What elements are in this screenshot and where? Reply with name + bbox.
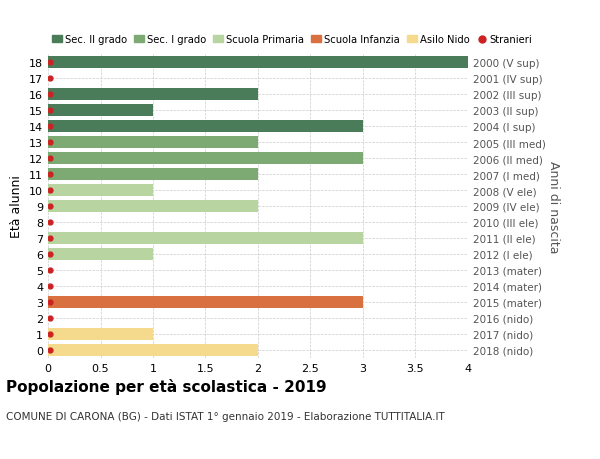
Bar — [48, 296, 363, 308]
Text: Popolazione per età scolastica - 2019: Popolazione per età scolastica - 2019 — [6, 379, 326, 395]
Y-axis label: Anni di nascita: Anni di nascita — [547, 160, 560, 253]
Bar — [48, 201, 258, 213]
Bar — [48, 137, 258, 149]
Bar — [48, 328, 153, 340]
Bar — [48, 344, 258, 356]
Bar — [48, 121, 363, 133]
Bar — [48, 248, 153, 260]
Text: COMUNE DI CARONA (BG) - Dati ISTAT 1° gennaio 2019 - Elaborazione TUTTITALIA.IT: COMUNE DI CARONA (BG) - Dati ISTAT 1° ge… — [6, 411, 445, 421]
Bar — [48, 168, 258, 181]
Bar — [48, 153, 363, 165]
Bar — [48, 232, 363, 244]
Bar — [48, 105, 153, 117]
Bar — [48, 185, 153, 196]
Legend: Sec. II grado, Sec. I grado, Scuola Primaria, Scuola Infanzia, Asilo Nido, Stran: Sec. II grado, Sec. I grado, Scuola Prim… — [48, 31, 536, 49]
Bar — [48, 57, 468, 69]
Bar — [48, 89, 258, 101]
Y-axis label: Età alunni: Età alunni — [10, 175, 23, 238]
